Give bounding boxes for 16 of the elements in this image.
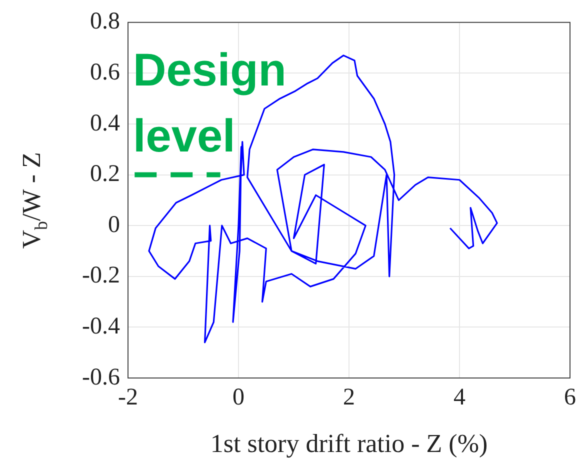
- y-tick-label: 0.8: [90, 8, 120, 35]
- y-tick-label: -0.4: [82, 313, 120, 340]
- y-tick-label: 0.4: [90, 110, 120, 136]
- x-tick-label: 4: [454, 384, 466, 411]
- y-tick-label: 0.2: [90, 161, 120, 188]
- x-tick-label: 2: [343, 384, 355, 411]
- x-axis-title: 1st story drift ratio - Z (%): [210, 429, 488, 458]
- x-tick-label: 0: [232, 384, 244, 411]
- y-axis-title: Vb/W - Z: [17, 152, 51, 249]
- annotation: Design level: [133, 43, 286, 162]
- x-tick-label: -2: [118, 384, 138, 411]
- y-tick-label: -0.2: [82, 262, 120, 289]
- x-tick-label: 6: [564, 384, 576, 411]
- y-tick-label: -0.6: [82, 364, 120, 390]
- y-tick-label: 0.6: [90, 59, 120, 86]
- y-tick-label: 0: [108, 212, 120, 238]
